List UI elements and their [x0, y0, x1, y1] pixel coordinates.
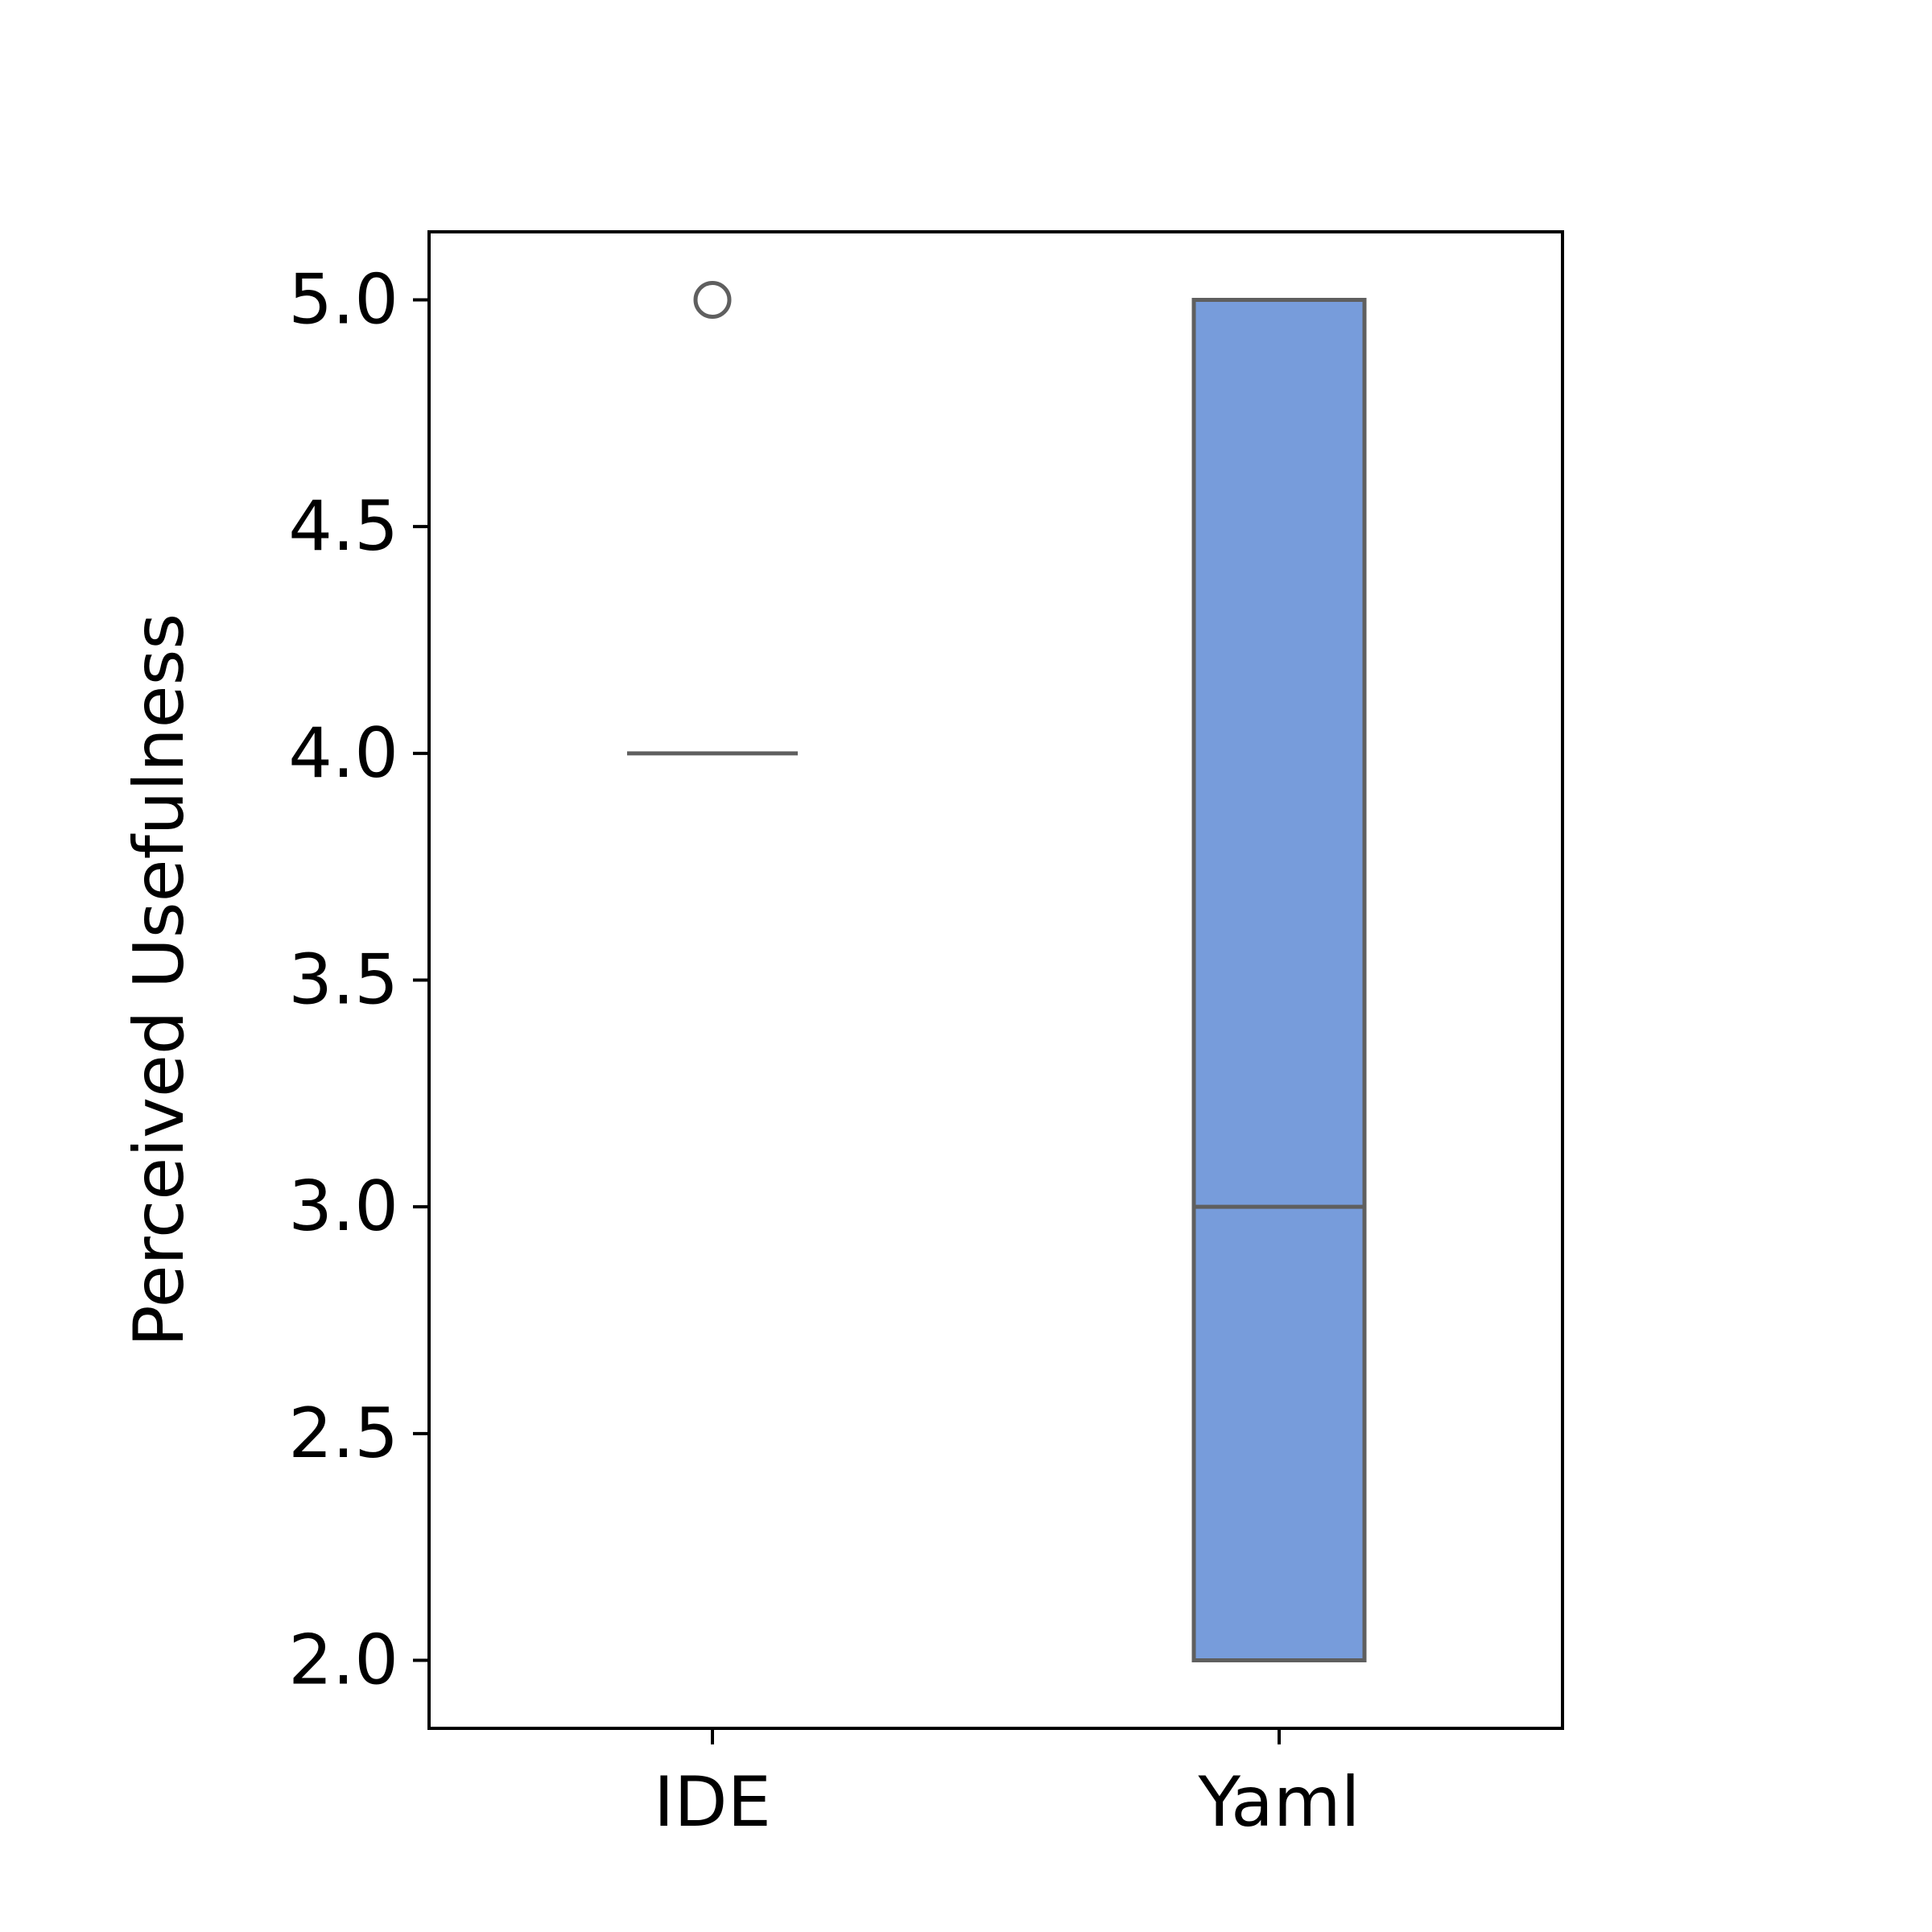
outlier-point-ide-0	[693, 281, 732, 319]
x-tick-label-ide: IDE	[654, 1762, 771, 1843]
y-tick-label: 2.5	[288, 1393, 398, 1474]
axes-frame	[427, 230, 1564, 1730]
box-yaml	[1191, 298, 1367, 1662]
y-tick-label: 3.0	[288, 1166, 398, 1247]
x-tick-label-yaml: Yaml	[1197, 1762, 1360, 1843]
y-tick-label: 4.5	[288, 486, 398, 567]
y-tick-label: 4.0	[288, 713, 398, 794]
axes: 2.0 2.5 3.0 3.5 4.0 4.5 5.0 IDE Yaml	[288, 230, 1564, 1843]
y-tick-label: 3.5	[288, 940, 398, 1021]
plot-area	[627, 281, 1367, 1662]
y-tick-label: 2.0	[288, 1620, 398, 1701]
y-axis-label: Perceived Usefulness	[119, 613, 200, 1347]
y-tick-label: 5.0	[288, 260, 398, 341]
